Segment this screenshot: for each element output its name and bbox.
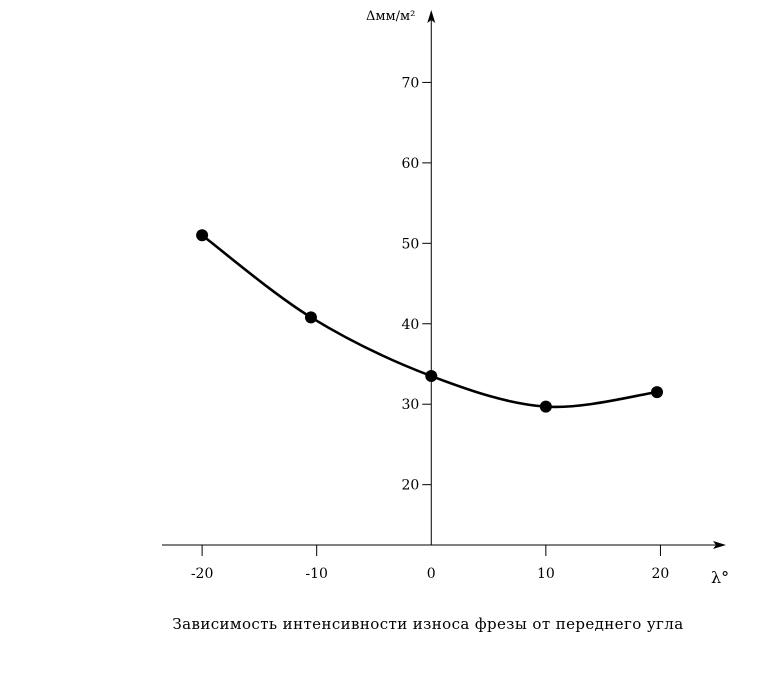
chart-caption: Зависимость интенсивности износа фрезы о… xyxy=(172,615,683,633)
y-axis-label: Δмм/м² xyxy=(366,9,415,24)
y-tick-label: 50 xyxy=(401,236,419,252)
x-axis-arrow xyxy=(713,541,726,549)
x-tick-label: 0 xyxy=(427,566,436,582)
data-point xyxy=(196,229,209,242)
x-tick-label: 20 xyxy=(652,566,670,582)
x-tick-label: -10 xyxy=(305,566,328,582)
y-tick-label: 30 xyxy=(401,397,419,413)
y-tick-label: 70 xyxy=(401,75,419,91)
x-tick-label: 10 xyxy=(537,566,555,582)
data-points-layer xyxy=(196,229,663,413)
x-axis-label: λ° xyxy=(711,568,729,587)
y-axis-arrow xyxy=(427,10,436,23)
data-point xyxy=(304,311,317,324)
y-tick-label: 40 xyxy=(401,317,419,333)
y-tick-label: 20 xyxy=(401,478,419,494)
axes: -20 -10 0 10 20 20 30 40 50 60 70 xyxy=(162,10,726,582)
y-tick-label: 60 xyxy=(401,156,419,172)
x-tick-label: -20 xyxy=(191,566,214,582)
data-point xyxy=(425,370,438,383)
data-point xyxy=(539,400,552,413)
data-point xyxy=(651,386,663,399)
